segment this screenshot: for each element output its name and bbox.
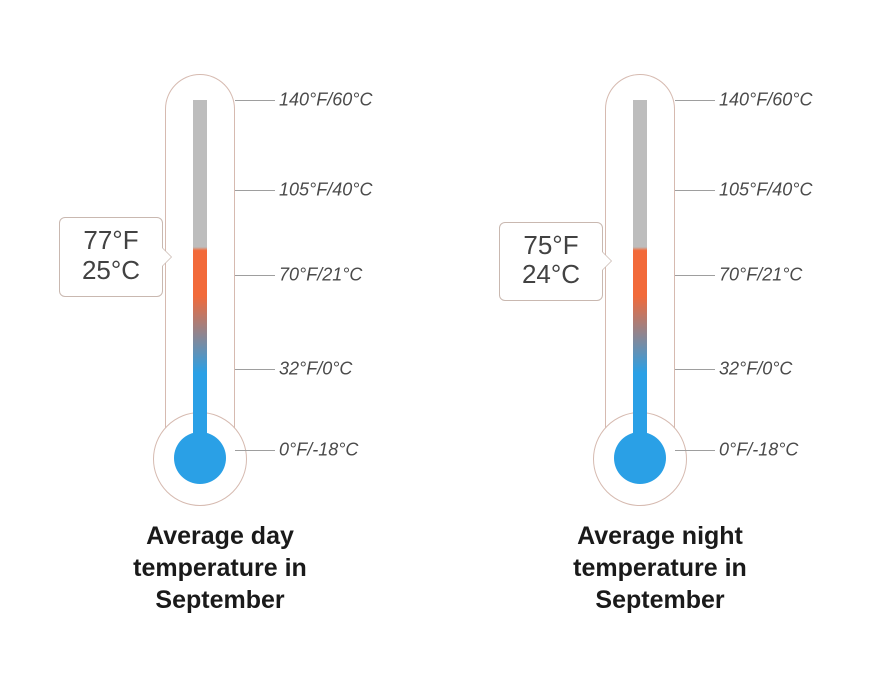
- day-temperature-panel: 140°F/60°C 105°F/40°C 70°F/21°C 32°F/0°C 0°F…: [45, 64, 395, 616]
- thermometer-tick-line: [675, 369, 715, 370]
- thermometer-tick-label: 0°F/-18°C: [719, 440, 798, 461]
- night-temperature-fahrenheit: 75°F: [504, 231, 598, 261]
- thermometer-tick-label: 32°F/0°C: [279, 359, 352, 380]
- thermometer-tube-fill: [193, 100, 207, 450]
- day-thermometer: 140°F/60°C 105°F/40°C 70°F/21°C 32°F/0°C 0°F…: [45, 64, 395, 514]
- day-temperature-reading-box: 77°F 25°C: [59, 217, 163, 297]
- thermometer-tick-label: 140°F/60°C: [279, 90, 372, 111]
- night-temperature-reading-box: 75°F 24°C: [499, 222, 603, 302]
- thermometer-tube-border: [605, 74, 675, 434]
- thermometer-tick-line: [235, 190, 275, 191]
- night-thermometer: 140°F/60°C 105°F/40°C 70°F/21°C 32°F/0°C 0°F…: [485, 64, 835, 514]
- thermometer-tube-fill: [633, 100, 647, 450]
- thermometer-tick-line: [675, 100, 715, 101]
- thermometer-tick-label: 0°F/-18°C: [279, 440, 358, 461]
- thermometer-tick-label: 32°F/0°C: [719, 359, 792, 380]
- thermometer-bulb-fill: [614, 432, 666, 484]
- thermometer-bulb-fill: [174, 432, 226, 484]
- thermometer-tick-line: [675, 450, 715, 451]
- thermometer-tick-label: 70°F/21°C: [279, 265, 362, 286]
- thermometer-outline: [605, 74, 675, 494]
- night-temperature-caption: Average night temperature in September: [530, 520, 790, 616]
- thermometer-tick-line: [675, 275, 715, 276]
- night-temperature-panel: 140°F/60°C 105°F/40°C 70°F/21°C 32°F/0°C 0°F…: [485, 64, 835, 616]
- thermometer-bulb-border: [593, 412, 687, 506]
- day-temperature-caption: Average day temperature in September: [90, 520, 350, 616]
- thermometer-tick-line: [675, 190, 715, 191]
- day-temperature-celsius: 25°C: [64, 256, 158, 286]
- thermometer-tick-label: 70°F/21°C: [719, 265, 802, 286]
- thermometer-tick-line: [235, 275, 275, 276]
- thermometer-tube-border: [165, 74, 235, 434]
- thermometer-tick-line: [235, 450, 275, 451]
- thermometer-tick-label: 140°F/60°C: [719, 90, 812, 111]
- thermometer-bulb-border: [153, 412, 247, 506]
- thermometer-tick-label: 105°F/40°C: [279, 179, 372, 200]
- day-temperature-fahrenheit: 77°F: [64, 226, 158, 256]
- thermometer-outline: [165, 74, 235, 494]
- thermometer-tick-line: [235, 369, 275, 370]
- thermometer-tick-line: [235, 100, 275, 101]
- thermometer-tick-label: 105°F/40°C: [719, 179, 812, 200]
- night-temperature-celsius: 24°C: [504, 260, 598, 290]
